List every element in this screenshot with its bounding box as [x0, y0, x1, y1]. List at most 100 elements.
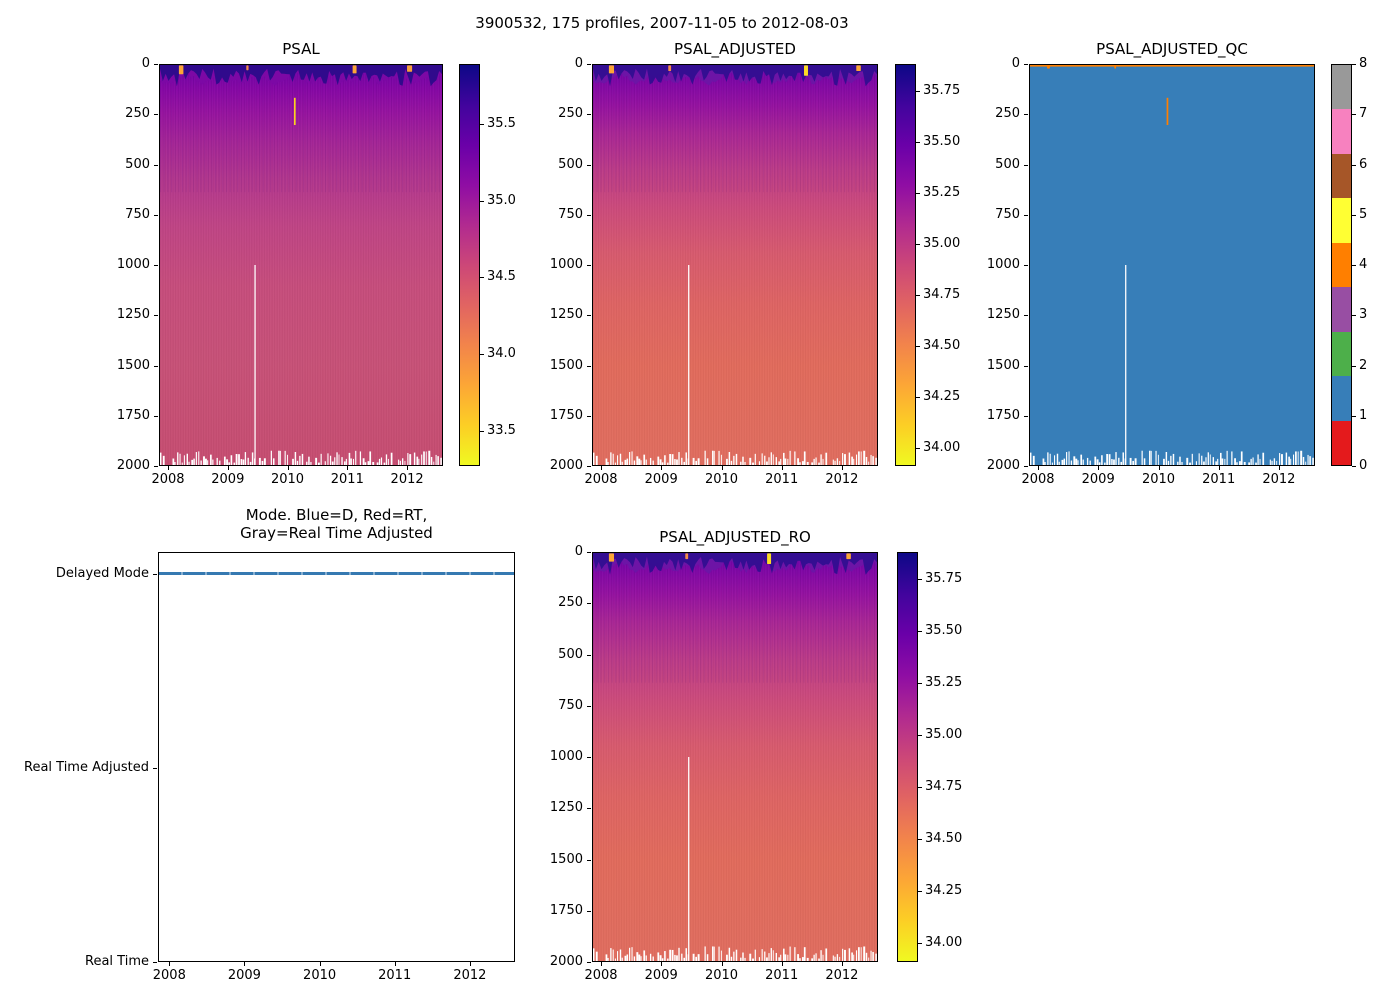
x-tick-label: 2012	[825, 968, 859, 983]
y-tick-mark	[1024, 466, 1028, 467]
y-tick-mark	[154, 164, 158, 166]
x-tick-mark	[168, 466, 169, 470]
colorbar-tick-label: 35.75	[923, 82, 961, 98]
colorbar-tick-mark	[916, 243, 920, 245]
y-tick-label: 500	[558, 156, 583, 172]
y-tick-label: 0	[574, 56, 583, 71]
x-tick-mark	[721, 466, 723, 470]
colorbar-tick-label: 35.0	[487, 192, 516, 208]
y-tick-label: 1000	[549, 749, 583, 764]
heatmap-image	[593, 65, 877, 465]
colorbar-tick-mark	[480, 123, 484, 125]
colorbar-tick-label: 35.00	[925, 727, 963, 743]
panel-title-mode: Mode. Blue=D, Red=RT, Gray=Real Time Adj…	[158, 506, 515, 542]
figure-title: 3900532, 175 profiles, 2007-11-05 to 201…	[475, 14, 849, 32]
y-tick-label: 1500	[986, 357, 1020, 373]
colorbar-tick-mark	[480, 354, 484, 355]
x-tick-mark	[601, 466, 602, 470]
x-tick-label: 2008	[584, 968, 618, 983]
y-tick-mark	[1024, 415, 1028, 417]
x-tick-label: 2011	[378, 968, 412, 983]
x-tick-mark	[661, 962, 663, 966]
y-tick-mark	[1024, 315, 1028, 317]
y-tick-mark	[587, 859, 591, 861]
colorbar-tick-mark	[916, 345, 920, 347]
y-tick-label: 500	[995, 156, 1020, 172]
qc-colorbar-segment	[1332, 198, 1351, 243]
x-tick-label: 2011	[1202, 472, 1236, 487]
x-tick-label: 2011	[765, 472, 799, 487]
mode-title-line2: Gray=Real Time Adjusted	[240, 524, 433, 542]
y-tick-label: 1750	[549, 902, 583, 918]
y-tick-label: 1250	[549, 800, 583, 816]
colorbar-tick-label: 34.00	[925, 935, 963, 951]
colorbar-tick-mark	[916, 396, 920, 398]
x-tick-label: 2012	[1262, 472, 1296, 487]
y-tick-label: 750	[125, 206, 150, 222]
x-tick-label: 2009	[1081, 472, 1115, 487]
colorbar-tick-label: 8	[1359, 56, 1368, 71]
y-tick-label: 1750	[116, 407, 150, 423]
x-tick-label: 2010	[1141, 472, 1176, 487]
y-tick-mark	[587, 910, 591, 912]
colorbar-tick-label: 34.0	[487, 346, 516, 361]
y-tick-mark	[1024, 265, 1028, 266]
colorbar-tick-label: 34.75	[923, 286, 961, 302]
colorbar-tick-mark	[480, 200, 484, 202]
x-tick-mark	[1038, 466, 1039, 470]
x-tick-label: 2011	[765, 968, 799, 983]
y-tick-label: 1500	[116, 357, 150, 373]
y-tick-mark	[587, 64, 591, 65]
y-tick-label: 1000	[549, 257, 583, 272]
colorbar-tick-mark	[1352, 214, 1356, 216]
psal-colorbar	[459, 64, 480, 466]
x-tick-mark	[469, 962, 471, 966]
colorbar-tick-mark	[1352, 315, 1356, 317]
x-tick-label: 2012	[453, 968, 487, 983]
y-tick-mark	[154, 466, 158, 467]
x-tick-mark	[601, 962, 602, 966]
x-tick-mark	[841, 466, 843, 470]
colorbar-tick-label: 35.50	[923, 133, 961, 149]
psal_adjusted_ro-colorbar	[897, 552, 918, 962]
x-tick-mark	[661, 466, 663, 470]
x-tick-label: 2008	[584, 472, 618, 487]
x-tick-mark	[287, 466, 289, 470]
colorbar-tick-label: 35.25	[923, 184, 961, 200]
y-tick-mark	[587, 466, 591, 467]
colorbar-tick-label: 0	[1359, 458, 1368, 473]
qc-colorbar-segment	[1332, 153, 1351, 199]
qc-colorbar-segment	[1332, 109, 1351, 154]
x-tick-mark	[841, 962, 843, 966]
y-tick-mark	[587, 962, 591, 963]
y-tick-label: Real Time	[85, 954, 149, 969]
x-tick-mark	[347, 466, 349, 470]
y-tick-mark	[587, 114, 591, 116]
x-tick-mark	[169, 962, 171, 966]
y-tick-mark	[154, 415, 158, 417]
y-tick-mark	[154, 315, 158, 317]
panel-title-psal-adjusted: PSAL_ADJUSTED	[674, 40, 796, 58]
y-tick-mark	[154, 114, 158, 116]
y-tick-mark	[587, 315, 591, 317]
x-tick-mark	[1278, 466, 1280, 470]
colorbar-tick-label: 2	[1359, 357, 1368, 373]
panel-title-psal-adjusted-ro: PSAL_ADJUSTED_RO	[659, 528, 811, 546]
qc-colorbar-segment	[1332, 376, 1351, 421]
colorbar-tick-mark	[918, 891, 922, 893]
y-tick-label: 750	[558, 697, 583, 713]
colorbar-tick-label: 34.00	[923, 439, 961, 455]
y-tick-mark	[587, 164, 591, 166]
y-tick-label: 1250	[549, 307, 583, 323]
colorbar-tick-mark	[918, 735, 922, 737]
colorbar-tick-label: 35.5	[487, 115, 516, 131]
colorbar-tick-mark	[1352, 164, 1356, 166]
colorbar-tick-mark	[480, 277, 484, 279]
y-tick-mark	[587, 214, 591, 216]
x-tick-label: 2010	[270, 472, 305, 487]
qc-colorbar-segment	[1332, 420, 1351, 465]
psal-adjusted-qc-heatmap	[1029, 64, 1315, 466]
x-tick-label: 2008	[152, 968, 186, 983]
colorbar-tick-mark	[916, 294, 920, 296]
